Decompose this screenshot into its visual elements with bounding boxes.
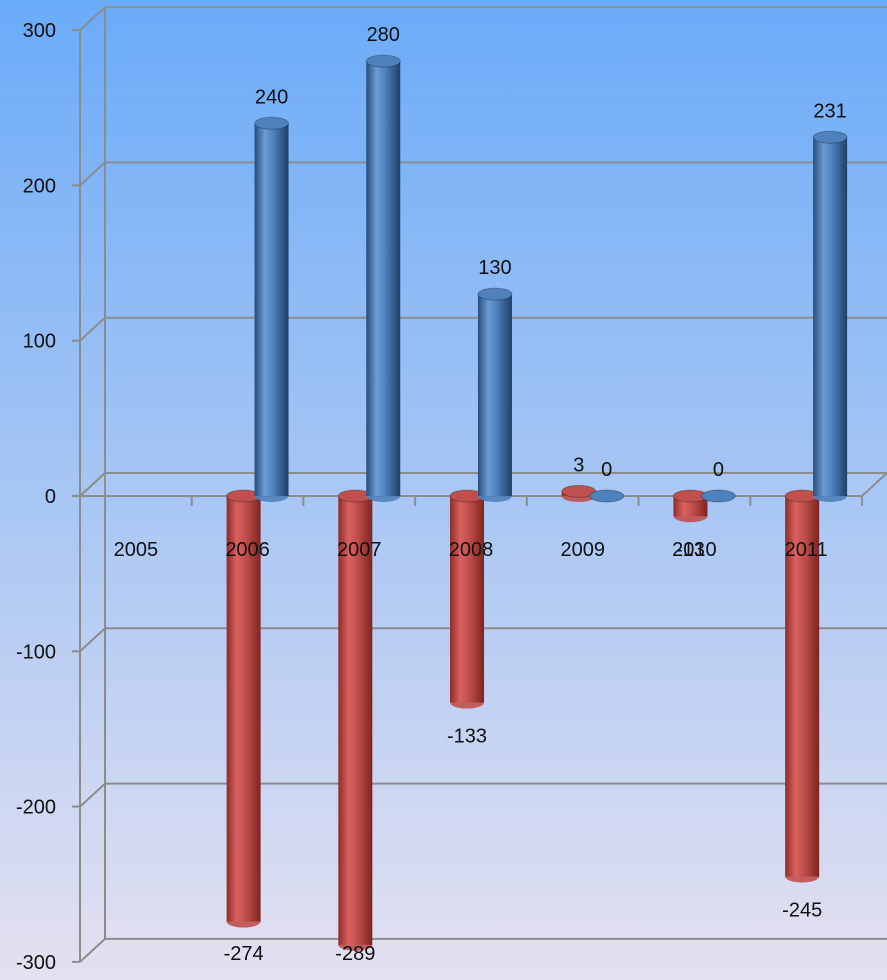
data-label: -133 [447,726,487,748]
x-tick-label: 2008 [449,539,494,561]
gridline-depth [79,6,106,31]
bar [700,489,736,503]
bar [449,489,485,709]
y-tick-label: 200 [23,175,56,197]
bar-body [785,496,820,877]
bar-top-cap [700,489,736,503]
y-tick-label: 0 [45,486,56,508]
x-tick-label: 2005 [114,539,159,561]
y-tick-label: 100 [23,331,56,353]
bar [812,130,848,502]
bar-top-cap [589,489,625,503]
bar-body [254,123,289,496]
bar [254,116,290,502]
bar [561,484,597,502]
data-label: -13 [676,539,705,561]
bar-body [477,294,512,496]
data-label: -274 [224,943,264,965]
bar [226,489,262,928]
data-label: -245 [782,899,822,921]
gridline-depth [79,316,106,342]
data-label: 231 [813,100,846,122]
x-tick-label: 2011 [785,539,828,561]
bar-top-cap [254,116,290,130]
gridline-depth [79,782,106,808]
bar-body [366,61,401,496]
bar-top-cap [477,287,513,301]
bars [226,54,848,951]
data-label: 240 [255,86,288,108]
data-label: -289 [335,943,375,965]
data-label: 0 [713,459,724,481]
bar-top-cap [812,130,848,144]
bar-body [226,496,261,922]
bar [784,489,820,883]
bar [337,489,373,951]
bar-body [813,137,848,496]
y-tick-label: -200 [16,797,56,819]
x-tick-label: 2009 [560,539,605,561]
x-tick-label: 2010 [672,539,717,561]
gridline-depth [79,161,106,187]
data-label: 0 [601,459,612,481]
y-tick-label: 300 [23,20,56,42]
bar [477,287,513,502]
gridline-depth [79,938,106,963]
data-label: 130 [478,257,511,279]
bar-body [450,496,485,703]
y-tick-label: -100 [16,641,56,663]
gridline-depth [79,627,106,653]
bar [589,489,625,503]
data-label: 3 [573,454,584,476]
bar-top-cap [561,484,597,498]
x-tick-label: 2006 [225,539,270,561]
bar [672,489,708,523]
y-tick-label: -300 [16,952,56,974]
bar-body [338,496,373,945]
data-label: 280 [367,24,400,46]
bar [365,54,401,502]
x-tick-label: 2007 [337,539,382,561]
bar-top-cap [365,54,401,68]
